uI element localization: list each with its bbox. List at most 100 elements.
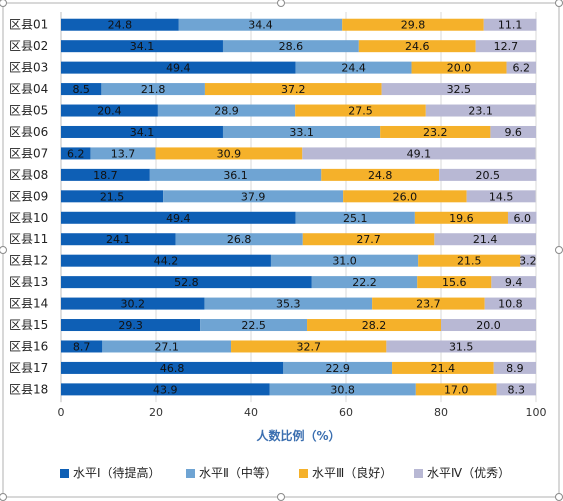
category-label: 区县13 [9,275,48,289]
x-tick-label: 80 [434,406,448,419]
bar-segment [175,233,303,246]
data-label: 9.6 [504,126,522,139]
category-label: 区县01 [9,18,48,32]
legend-label: 水平Ⅰ（待提高） [73,465,161,480]
x-tick-label: 100 [526,406,547,419]
data-label: 21.4 [473,233,498,246]
category-label: 区县17 [9,361,48,375]
data-label: 31.5 [449,340,474,353]
data-label: 24.8 [368,169,393,182]
data-label: 8.7 [73,340,91,353]
bar-segment [61,168,150,181]
resize-handle[interactable] [277,0,285,7]
data-label: 21.5 [100,190,125,203]
bar-segment [484,297,536,310]
data-label: 17.0 [444,383,469,396]
data-label: 21.4 [431,362,456,375]
gridlines [60,12,537,403]
resize-handle[interactable] [277,493,285,501]
category-label: 区县18 [9,382,48,396]
bar-segment [475,40,536,53]
data-label: 6.2 [513,62,531,75]
bar-segment [295,61,412,74]
bar-segment [163,190,344,203]
data-label: 37.2 [281,83,306,96]
data-label: 6.0 [513,212,531,225]
data-label: 8.3 [508,383,526,396]
bar-segment [61,211,296,224]
bar-segment [343,190,467,203]
bar-segment [307,319,441,332]
category-label: 区县03 [9,61,48,75]
data-label: 22.5 [241,319,266,332]
data-label: 43.9 [153,383,178,396]
x-tick-label: 20 [149,406,163,419]
data-label: 20.4 [97,105,122,118]
data-label: 21.5 [457,255,482,268]
data-label: 31.0 [332,255,357,268]
bar-segment [411,61,507,74]
data-label: 27.7 [356,233,381,246]
bar-segment [61,83,102,96]
data-label: 49.4 [166,62,191,75]
category-label: 区县11 [9,232,48,246]
bar-segment [269,383,416,396]
bar-segment [222,40,359,53]
category-label: 区县10 [9,211,48,225]
category-label: 区县16 [9,339,48,353]
x-axis-title: 人数比例（%） [256,428,340,443]
bar-segment [380,125,491,138]
data-label: 22.2 [352,276,377,289]
data-label: 28.9 [214,105,239,118]
resize-handle[interactable] [555,246,563,254]
category-label: 区县14 [9,297,48,311]
legend-swatch [186,469,195,478]
data-label: 28.6 [279,40,304,53]
resize-handle[interactable] [0,246,7,254]
bar-segment [283,361,393,374]
bar-segment [61,340,103,353]
legend-item: 水平Ⅲ（良好） [299,465,392,480]
bar-segment [493,361,536,374]
bar-segment [149,168,322,181]
legend: 水平Ⅰ（待提高） 水平Ⅱ（中等） 水平Ⅲ（良好） 水平Ⅳ（优秀） [60,465,510,480]
data-label: 21.8 [141,83,166,96]
data-label: 30.2 [120,298,145,311]
bar-segment [302,233,435,246]
bar-segment [61,297,205,310]
legend-item: 水平Ⅳ（优秀） [414,466,510,480]
x-tick-labels: 0 20 40 60 80 100 [58,406,547,419]
bar-segment [61,125,223,138]
bar-segment [507,211,537,224]
bar-segment [392,361,494,374]
bar-segment [101,83,205,96]
data-label: 29.8 [401,19,426,32]
category-label: 区县09 [9,189,48,203]
legend-label: 水平Ⅱ（中等） [199,465,277,480]
data-label: 9.4 [505,276,523,289]
bar-segment [417,276,492,289]
category-label: 区县07 [9,146,48,160]
data-label: 24.4 [341,62,366,75]
data-label: 34.4 [248,19,273,32]
data-label: 49.1 [407,147,432,160]
data-label: 23.7 [416,298,441,311]
bar-segment [466,190,536,203]
legend-item: 水平Ⅱ（中等） [186,465,277,480]
resize-handle[interactable] [0,493,7,501]
bar-segment [61,276,312,289]
bar-segment [415,383,497,396]
bar-segment [439,168,537,181]
bar-segment [358,40,476,53]
data-label: 36.1 [223,169,248,182]
resize-handle[interactable] [0,0,7,7]
bar-segment [102,340,232,353]
resize-handle[interactable] [555,493,563,501]
data-label: 35.3 [276,298,301,311]
bar-segment [414,211,508,224]
resize-handle[interactable] [555,0,563,7]
bar-segment [270,254,419,267]
